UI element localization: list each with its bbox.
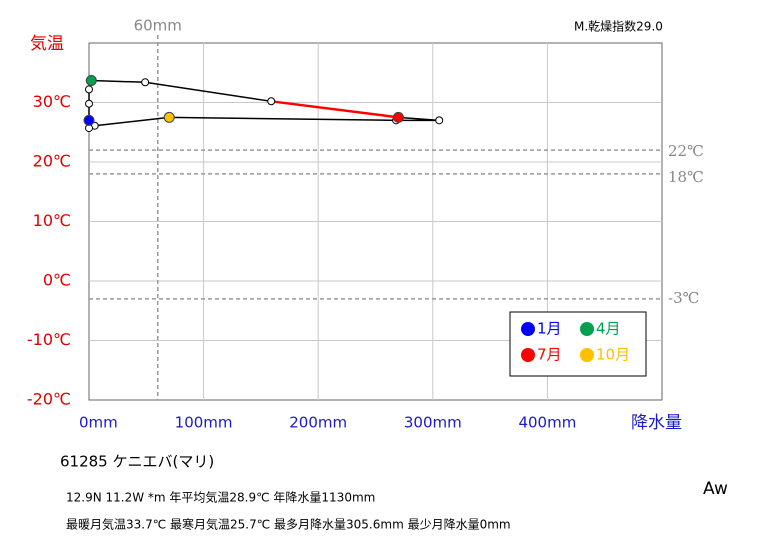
reference-label: 60mm xyxy=(134,17,182,35)
station-title: 61285 ケニエバ(マリ) xyxy=(60,453,214,471)
x-axis-label: 降水量 xyxy=(631,413,682,433)
x-tick-label: 300mm xyxy=(404,414,462,432)
highlight-segment xyxy=(271,100,399,119)
legend-marker xyxy=(521,322,535,336)
y-tick-label: 20℃ xyxy=(33,152,71,171)
highlight-point xyxy=(85,74,97,86)
x-tick-label: 400mm xyxy=(518,414,576,432)
x-tick-label: 0mm xyxy=(79,414,118,432)
y-tick-label: 10℃ xyxy=(33,211,71,230)
y-tick-label: -10℃ xyxy=(27,330,71,349)
legend-label: 7月 xyxy=(537,346,562,364)
climate-class: Aw xyxy=(703,479,728,499)
legend-marker xyxy=(521,348,535,362)
month-point xyxy=(435,116,444,125)
y-tick-label: -20℃ xyxy=(27,390,71,409)
month-point xyxy=(267,97,276,106)
info-line: 最暖月気温33.7℃ 最寒月気温25.7℃ 最多月降水量305.6mm 最少月降… xyxy=(66,517,511,532)
reference-label: 22℃ xyxy=(668,142,704,160)
highlight-point xyxy=(83,114,95,126)
month-point xyxy=(85,99,93,108)
legend-marker xyxy=(580,348,594,362)
month-point xyxy=(85,85,93,94)
x-tick-label: 100mm xyxy=(175,414,233,432)
y-tick-label: 0℃ xyxy=(43,271,71,290)
reference-label: -3℃ xyxy=(668,289,699,307)
legend-box xyxy=(509,311,647,377)
x-tick-label: 200mm xyxy=(289,414,347,432)
dryness-index: M.乾燥指数29.0 xyxy=(574,19,663,34)
legend-marker xyxy=(580,322,594,336)
reference-label: 18℃ xyxy=(668,168,704,186)
y-tick-label: 30℃ xyxy=(33,92,71,111)
y-axis-label: 気温 xyxy=(30,34,64,54)
month-point xyxy=(141,78,150,87)
highlight-point xyxy=(163,111,175,123)
legend-label: 10月 xyxy=(596,346,630,364)
info-line: 12.9N 11.2W *m 年平均気温28.9℃ 年降水量1130mm xyxy=(66,490,375,505)
legend-label: 1月 xyxy=(537,320,562,338)
legend-label: 4月 xyxy=(596,320,621,338)
highlight-point xyxy=(392,111,404,123)
